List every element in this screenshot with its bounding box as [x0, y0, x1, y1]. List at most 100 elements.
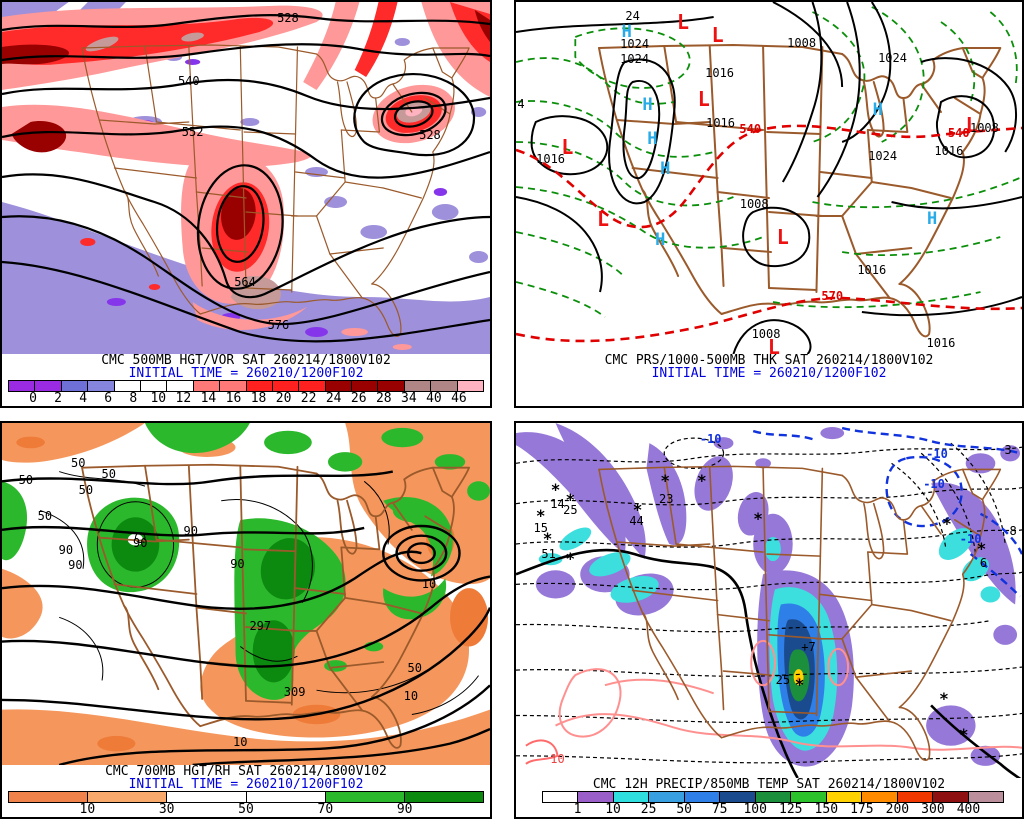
contour-value-label: -10	[926, 447, 948, 462]
vorticity-map-graphic	[2, 2, 490, 354]
snow-symbol: *	[565, 549, 576, 569]
contour-value-label: 44	[629, 513, 644, 528]
panel-precip-850temp: 14 25 15 51 44 23 3 8 6 +7 25 -10 -10 -10 -10 10 * * * * * * *…	[514, 421, 1024, 819]
pressure-center-symbol: L	[767, 335, 780, 354]
colorbar-segment	[826, 792, 863, 802]
snow-symbol: *	[565, 489, 576, 509]
contour-value-label: 528	[277, 11, 299, 25]
snow-symbol: *	[535, 505, 546, 525]
colorbar-segment	[543, 792, 579, 802]
pressure-center-symbol: H	[642, 95, 653, 115]
colorbar-humidity: 10 30 50 70 90	[8, 791, 484, 817]
contour-value-label: 1008	[739, 197, 769, 211]
colorbar-tick-label: 400	[956, 802, 981, 817]
colorbar-segment	[404, 792, 484, 802]
contour-value-label: 540	[739, 122, 762, 136]
contour-value-label: 90	[230, 556, 245, 571]
colorbar-segment	[193, 381, 221, 391]
contour-value-label: -10	[959, 531, 982, 546]
contour-value-label: 3	[1004, 443, 1012, 458]
contour-value-label: 570	[821, 289, 844, 303]
contour-value-label: 1024	[868, 149, 898, 163]
colorbar-tick-label: 14	[200, 391, 217, 406]
panel-title: CMC 12H PRECIP/850MB TEMP SAT 260214/180…	[592, 777, 946, 792]
contour-value-label: 1008	[969, 121, 999, 135]
contour-value-label: 297	[249, 619, 272, 634]
colorbar-segment	[299, 381, 326, 391]
colorbar-tick-label: 150	[814, 802, 839, 817]
colorbar-tick-label: 12	[175, 391, 192, 406]
colorbar-tick-label: 24	[325, 391, 342, 406]
pressure-center-symbol: L	[561, 134, 574, 159]
contour-value-label: 10	[403, 689, 419, 704]
colorbar-tick-label: 125	[779, 802, 803, 817]
colorbar-labels: 1 10 25 50 75 100 125 150 175 200 300 400	[542, 803, 1004, 817]
map-precip-850temp: 14 25 15 51 44 23 3 8 6 +7 25 -10 -10 -10 -10 10 * * * * * * *…	[516, 423, 1022, 778]
contour-value-label: 6	[979, 556, 988, 571]
snow-symbol: *	[958, 724, 969, 744]
colorbar-tick-label: 1	[573, 802, 582, 817]
colorbar-segment	[431, 381, 458, 391]
colorbar-precip: 1 10 25 50 75 100 125 150 175 200 300 400	[542, 791, 1004, 817]
contour-value-label: 90	[58, 543, 74, 558]
colorbar-tick-label: 25	[640, 802, 657, 817]
colorbar-segment	[649, 792, 685, 802]
colorbar-tick-label: 6	[104, 391, 113, 406]
colorbar-tick-label: 10	[79, 802, 96, 817]
pressure-center-symbol: L	[676, 10, 690, 34]
contour-value-label: 10	[421, 577, 437, 592]
colorbar-segment	[325, 792, 405, 802]
colorbar-segment	[167, 792, 247, 802]
colorbar-tick-label: 28	[375, 391, 392, 406]
colorbar-segment	[684, 792, 721, 802]
pressure-center-symbol: H	[647, 129, 658, 149]
pressure-center-symbol: H	[655, 230, 666, 250]
contour-value-label: 540	[177, 74, 200, 88]
contour-value-label: 1008	[751, 327, 781, 341]
snow-symbol: *	[696, 471, 707, 491]
pressure-center-symbol: H	[872, 100, 883, 120]
colorbar-tick-label: 75	[711, 802, 728, 817]
map-prs-thickness: H H H H H H H L L L L L L L L 24 1024 1024 1016 1016 1016 100…	[516, 2, 1022, 354]
colorbar-segment	[791, 792, 827, 802]
colorbar-segment	[35, 381, 62, 391]
panel-title: CMC PRS/1000-500MB THK SAT 260214/1800V1…	[604, 353, 934, 368]
colorbar-segment	[862, 792, 898, 802]
colorbar-tick-label: 22	[300, 391, 317, 406]
contour-value-label: 1008	[787, 36, 817, 50]
colorbar-segment	[246, 792, 326, 802]
map-700mb-hgt-rh: 50 50 50 50 50 50 90 90 90 90 90 10 10 10 297 309	[2, 423, 490, 765]
panel-700mb-hgt-rh: 50 50 50 50 50 50 90 90 90 90 90 10 10 10 297 309 CMC 7…	[0, 421, 492, 819]
snow-symbol: *	[753, 508, 763, 528]
colorbar-segment	[378, 381, 405, 391]
colorbar-tick-label: 200	[885, 802, 910, 817]
colorbar-segment	[325, 381, 353, 391]
colorbar-tick-label: 10	[150, 391, 167, 406]
contour-value-label: 10	[550, 751, 565, 766]
colorbar-segment	[220, 381, 247, 391]
colorbar-tick-label: 26	[350, 391, 367, 406]
colorbar-segment	[720, 792, 756, 802]
snow-symbol: *	[794, 675, 805, 695]
colorbar-segment	[167, 381, 194, 391]
pressure-center-symbol: L	[596, 207, 609, 231]
contour-value-label: 8	[1009, 523, 1017, 538]
contour-value-label: 50	[407, 660, 422, 675]
colorbar-tick-label: 16	[225, 391, 242, 406]
contour-value-label: 1016	[934, 144, 964, 158]
contour-value-label: 528	[419, 128, 441, 142]
colorbar-labels: 0 2 4 6 8 10 12 14 16 18 20 22 24 26 28 34 40 46	[8, 392, 484, 406]
colorbar-tick-label: 8	[129, 391, 138, 406]
contour-value-label: 1024	[620, 52, 650, 66]
pressure-center-symbol: L	[965, 112, 978, 137]
contour-value-label: 1024	[620, 37, 650, 51]
colorbar-tick-label: 18	[250, 391, 267, 406]
colorbar-tick-label: 0	[29, 391, 37, 406]
contour-value-label: 1016	[705, 66, 735, 80]
pressure-map-graphic	[516, 2, 1022, 354]
contour-value-label: -10	[923, 476, 945, 491]
colorbar-tick-label: 100	[743, 802, 767, 817]
pressure-center-symbol: L	[776, 224, 789, 249]
colorbar-tick-label: 70	[317, 802, 334, 817]
